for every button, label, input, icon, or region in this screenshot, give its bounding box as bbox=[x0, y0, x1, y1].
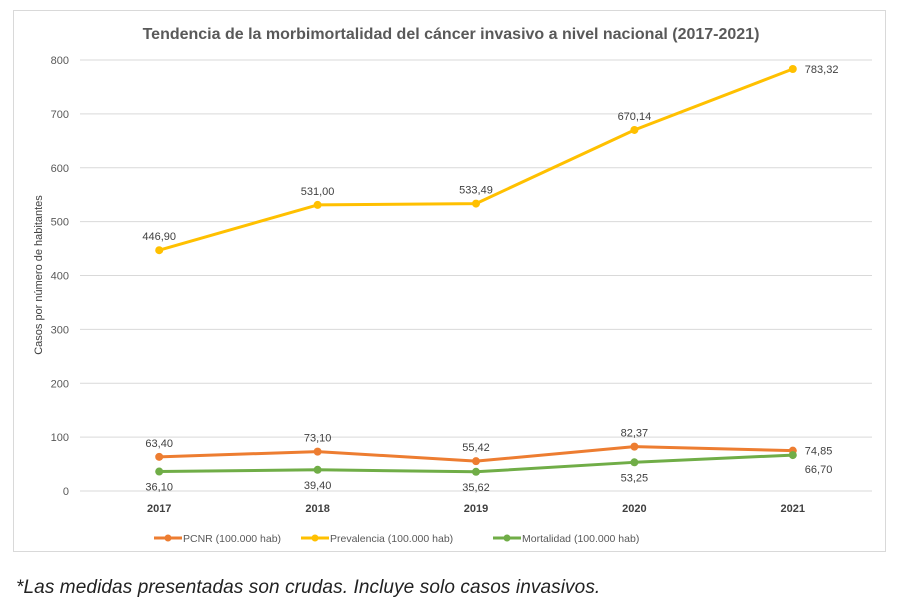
data-point bbox=[313, 447, 322, 456]
y-axis-label: Casos por número de habitantes bbox=[33, 195, 45, 355]
legend-item: PCNR (100.000 hab) bbox=[154, 533, 281, 545]
legend-marker bbox=[164, 534, 172, 542]
x-tick-label: 2018 bbox=[305, 503, 329, 515]
data-label: 55,42 bbox=[462, 442, 490, 454]
y-tick-label: 400 bbox=[51, 271, 69, 283]
data-label: 82,37 bbox=[621, 428, 649, 440]
series-group: 63,40 73,10 55,42 82,37 74,85 446,90 531,00 533… bbox=[142, 64, 838, 494]
legend-label: Mortalidad (100.000 hab) bbox=[522, 533, 639, 545]
x-tick-label: 2020 bbox=[622, 503, 646, 515]
data-label: 783,32 bbox=[805, 64, 839, 76]
data-label: 670,14 bbox=[618, 111, 652, 123]
series-line bbox=[157, 67, 795, 252]
data-label: 533,49 bbox=[459, 185, 493, 197]
legend: PCNR (100.000 hab) Prevalencia (100.000 h… bbox=[154, 533, 639, 545]
data-point bbox=[313, 465, 322, 474]
x-axis-ticks: 2017 2018 2019 2020 2021 bbox=[147, 503, 805, 515]
data-label: 35,62 bbox=[462, 482, 490, 494]
x-tick-label: 2021 bbox=[781, 503, 805, 515]
y-tick-label: 500 bbox=[51, 217, 69, 229]
y-axis-ticks: 0 100 200 300 400 500 600 700 800 bbox=[51, 55, 69, 498]
data-label: 36,10 bbox=[145, 482, 173, 494]
data-point bbox=[630, 442, 639, 451]
chart-frame bbox=[13, 10, 886, 552]
x-tick-label: 2017 bbox=[147, 503, 171, 515]
series-pcnr: 63,40 73,10 55,42 82,37 74,85 bbox=[145, 428, 832, 466]
legend-label: PCNR (100.000 hab) bbox=[183, 533, 281, 545]
y-tick-label: 700 bbox=[51, 109, 69, 121]
data-label: 74,85 bbox=[805, 446, 833, 458]
y-tick-label: 800 bbox=[51, 55, 69, 67]
legend-label: Prevalencia (100.000 hab) bbox=[330, 533, 453, 545]
data-label: 66,70 bbox=[805, 464, 833, 476]
data-point bbox=[630, 125, 639, 134]
data-label: 53,25 bbox=[621, 472, 649, 484]
y-tick-label: 600 bbox=[51, 163, 69, 175]
data-point bbox=[155, 467, 164, 476]
series-prevalencia: 446,90 531,00 533,49 670,14 783,32 bbox=[142, 64, 839, 255]
legend-marker bbox=[503, 534, 511, 542]
data-point bbox=[472, 457, 480, 466]
data-point bbox=[313, 200, 322, 209]
gridlines bbox=[80, 59, 872, 492]
data-point bbox=[155, 246, 164, 255]
data-label: 63,40 bbox=[145, 438, 173, 450]
y-tick-label: 100 bbox=[51, 432, 69, 444]
data-point bbox=[630, 458, 639, 467]
data-point bbox=[472, 467, 480, 476]
data-point bbox=[155, 452, 164, 461]
series-mortalidad: 36,10 39,40 35,62 53,25 66,70 bbox=[145, 451, 832, 494]
data-point bbox=[788, 451, 797, 460]
data-label: 531,00 bbox=[301, 186, 335, 198]
y-tick-label: 200 bbox=[51, 378, 69, 390]
y-tick-label: 0 bbox=[63, 486, 69, 498]
footnote: *Las medidas presentadas son crudas. Inc… bbox=[16, 577, 601, 598]
data-label: 73,10 bbox=[304, 433, 332, 445]
x-tick-label: 2019 bbox=[464, 503, 488, 515]
data-label: 446,90 bbox=[142, 231, 176, 243]
y-tick-label: 300 bbox=[51, 324, 69, 336]
legend-item: Mortalidad (100.000 hab) bbox=[493, 533, 639, 545]
legend-item: Prevalencia (100.000 hab) bbox=[301, 533, 453, 545]
data-point bbox=[788, 64, 797, 73]
data-label: 39,40 bbox=[304, 480, 332, 492]
data-point bbox=[472, 199, 480, 208]
chart-title: Tendencia de la morbimortalidad del cánc… bbox=[143, 26, 760, 43]
legend-marker bbox=[311, 534, 319, 542]
